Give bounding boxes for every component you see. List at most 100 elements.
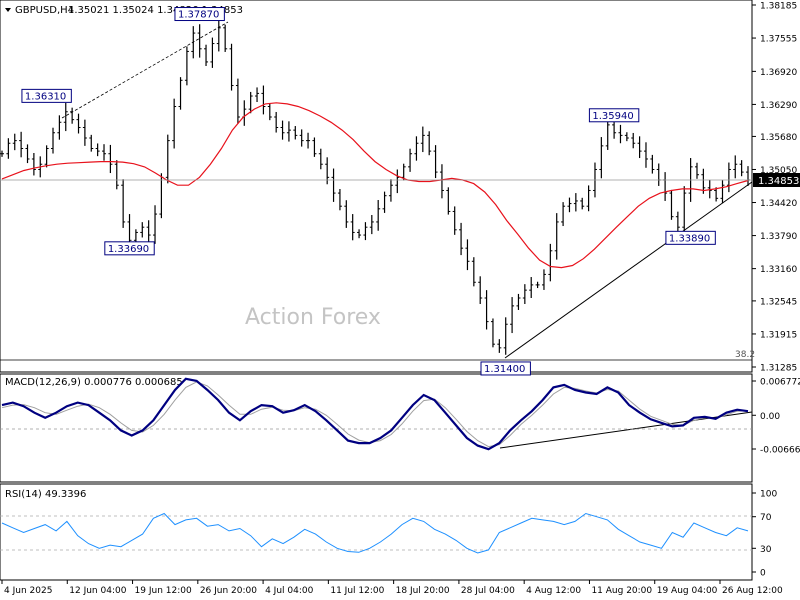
price-series [0,19,750,355]
price-tick-label: 1.32545 [760,297,797,307]
macd-label: MACD(12,26,9) 0.000776 0.000685 [5,377,183,388]
dropdown-triangle-icon[interactable] [5,8,11,12]
time-tick-label: 19 Aug 04:00 [657,586,718,596]
price-bar [57,115,62,140]
price-bar [516,293,521,310]
time-tick-label: 18 Jul 20:00 [396,586,450,596]
price-bar [484,290,489,330]
price-bar [89,134,94,152]
annotation-label: 1.37870 [178,10,219,21]
price-bar [733,155,738,179]
price-bar [6,138,11,159]
price-bar [312,137,317,157]
price-bar [459,222,464,256]
price-bar [102,144,107,161]
price-tick-label: 1.34420 [760,199,797,209]
annotation-label: 1.33890 [669,233,710,244]
price-bar [694,162,699,179]
rsi-panel [0,483,753,581]
price-bar [197,24,202,58]
price-bar [172,98,177,149]
rsi-tick-label: 70 [760,513,772,523]
price-bar [503,317,508,355]
price-bar [535,281,540,289]
price-annotation: 1.35940 [588,108,640,123]
price-bar [318,148,323,170]
price-bar [178,77,183,110]
price-bar [44,145,49,168]
price-bar [408,148,413,172]
price-bar [261,85,266,115]
current-price-label: 1.34853 [758,176,799,187]
rsi-axis: 100 70 30 0 [752,490,777,579]
price-bar [561,202,566,227]
price-axis: 1.38185 1.37555 1.36920 1.36290 1.35680 1.350… [752,2,797,374]
symbol-label: GBPUSD,H4 [15,5,74,16]
price-bar [204,44,209,67]
price-annotation: 1.31400 [480,361,531,376]
price-tick-label: 1.37555 [760,35,797,45]
price-tick-label: 1.36920 [760,68,797,78]
price-bar [350,214,355,241]
price-bar [299,129,304,147]
price-bar [382,191,387,213]
moving-average-series [1,102,749,269]
price-bar [414,136,419,161]
ohlc-label: 1.35021 1.35024 1.34826 1.34853 [68,5,243,16]
price-bar [146,220,151,242]
rsi-tick-label: 0 [760,569,766,579]
price-bar [235,78,240,124]
rsi-label: RSI(14) 49.3396 [5,489,86,500]
price-bar [701,168,706,194]
price-bar [210,37,215,68]
price-bar [82,119,87,146]
price-bar [465,239,470,271]
price-bar [216,19,221,52]
time-tick-label: 19 Jun 12:00 [135,586,192,596]
price-bar [452,206,457,235]
price-bar [337,188,342,211]
price-bar [248,91,253,114]
price-bar [541,269,546,290]
price-bar [726,162,731,193]
price-bar [306,132,311,149]
price-bar [529,277,534,299]
price-bar [420,126,425,153]
time-tick-label: 26 Jun 20:00 [200,586,257,596]
price-bar [108,144,113,174]
price-bar [19,131,24,158]
price-tick-label: 1.33160 [760,265,797,275]
price-bar [650,154,655,174]
time-tick-label: 26 Aug 12:00 [722,586,783,596]
watermark: Action Forex [245,305,381,330]
price-bar [376,200,381,231]
price-bar [357,229,362,239]
price-bar [490,318,495,348]
price-tick-label: 1.38185 [760,2,797,12]
price-bar [637,136,642,159]
price-bar [153,205,158,244]
price-bar [599,137,604,179]
price-bar [446,187,451,215]
dashed-trendline [61,21,229,119]
price-bar [395,169,400,194]
price-bar [70,107,75,124]
time-tick-label: 28 Jul 04:00 [461,586,515,596]
price-tick-label: 1.35680 [760,133,797,143]
annotation-label: 1.35940 [592,111,633,122]
price-tick-label: 1.31915 [760,330,797,340]
price-bar [643,142,648,168]
price-tick-label: 1.36290 [760,101,797,111]
price-annotation: 1.36310 [21,88,72,103]
price-bar [567,197,572,213]
price-panel [0,0,753,373]
price-bar [624,132,629,142]
price-bar [363,222,368,241]
price-bar [0,150,4,157]
price-bar [114,160,119,190]
rsi-tick-label: 30 [760,545,772,555]
price-bar [95,143,100,157]
price-bar [344,200,349,228]
price-annotation: 1.33890 [665,230,716,245]
